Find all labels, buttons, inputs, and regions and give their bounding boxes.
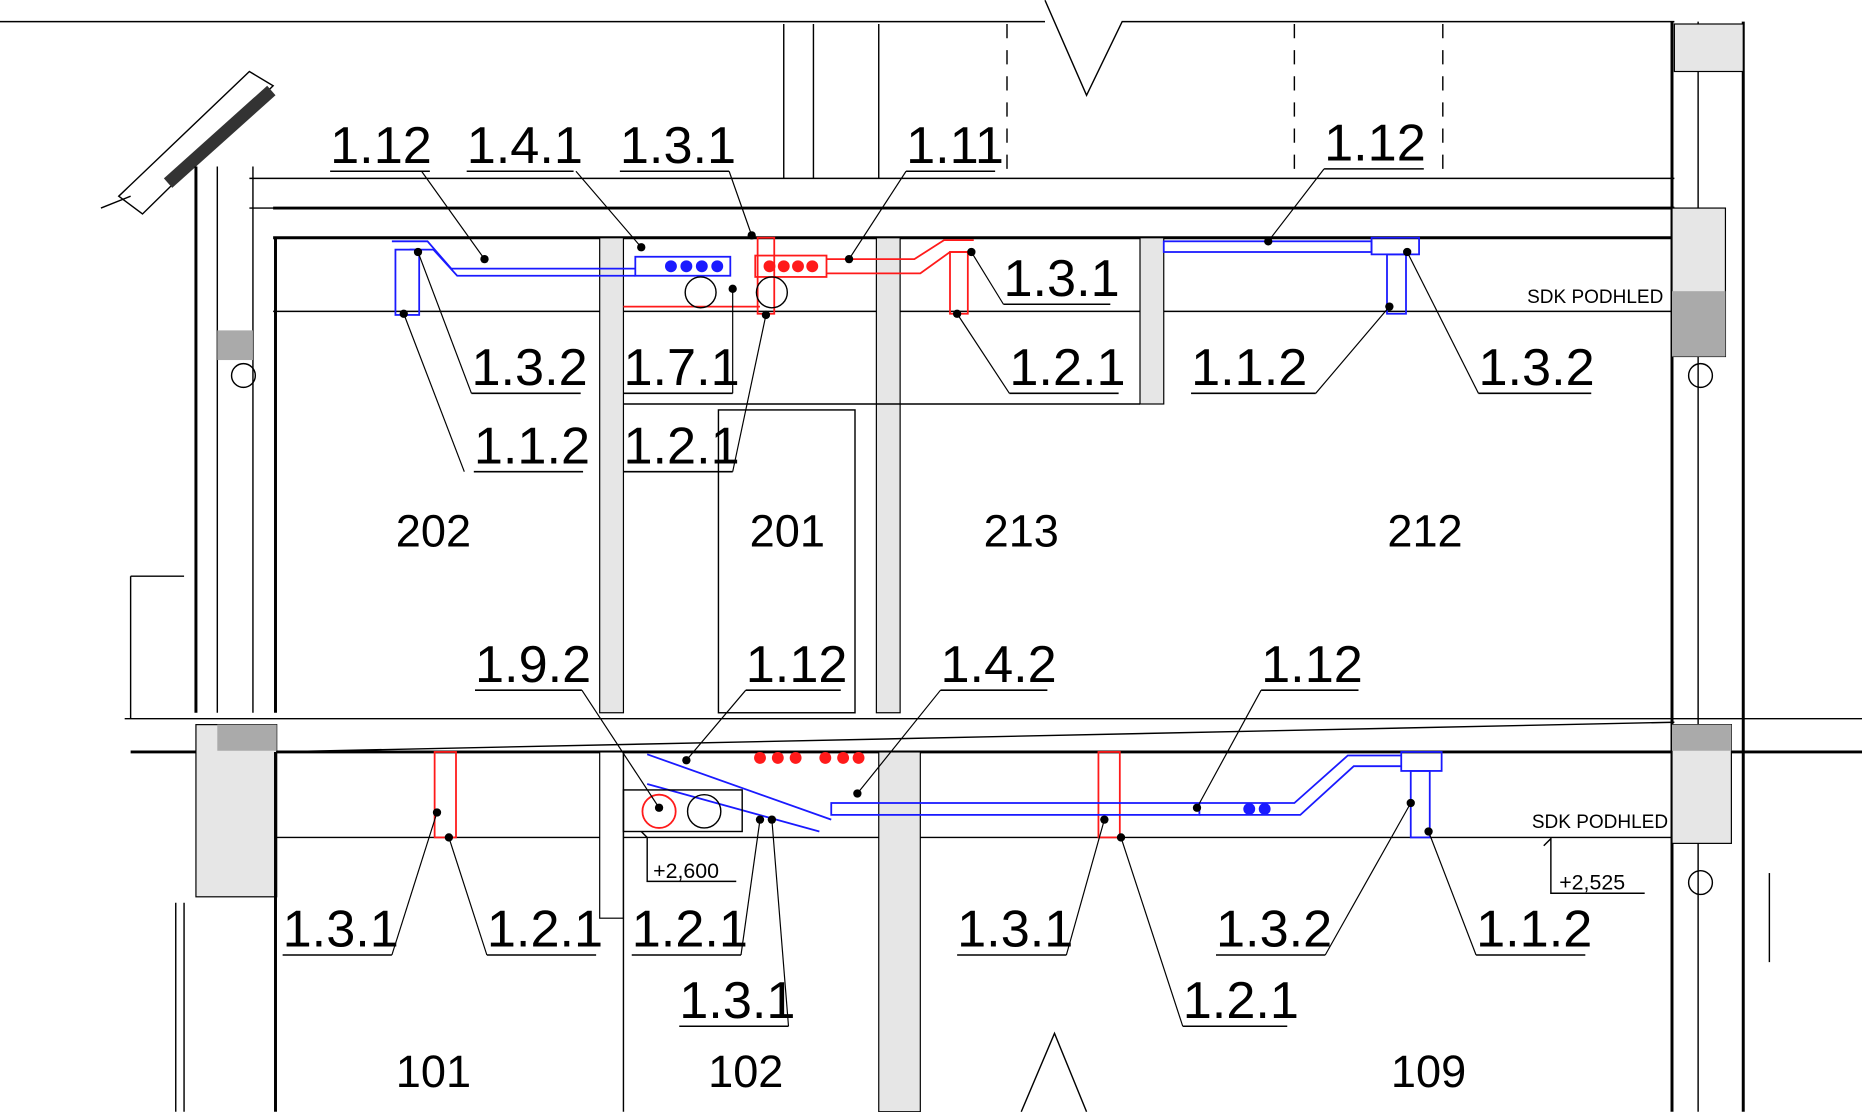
- item-label: 1.2.1: [623, 417, 739, 475]
- item-label: 1.7.1: [623, 339, 739, 397]
- leader-dot: [967, 248, 975, 256]
- item-label: 1.1.2: [1191, 339, 1307, 397]
- level-label: +2,600: [653, 859, 719, 883]
- leader-line: [1268, 169, 1324, 241]
- leader-dot: [1264, 237, 1272, 245]
- item-label: 1.4.2: [941, 636, 1057, 694]
- leader-dot: [1193, 804, 1201, 812]
- item-label: 1.2.1: [1009, 339, 1125, 397]
- leader-line: [404, 314, 465, 472]
- page: {"labels":["1.12","1.4.1","1.3.1","1.11"…: [0, 0, 1862, 1112]
- leader-dot: [1100, 815, 1108, 823]
- room-number: 212: [1387, 506, 1462, 557]
- item-label: 1.3.1: [679, 972, 795, 1030]
- room-number: 101: [396, 1046, 471, 1097]
- leader-line: [1121, 837, 1183, 1026]
- item-label: 1.12: [1324, 115, 1426, 173]
- ceiling-note: SDK PODHLED: [1527, 287, 1663, 308]
- leader-dot: [1385, 302, 1393, 310]
- leader-dot: [400, 310, 408, 318]
- item-label: 1.2.1: [632, 901, 748, 959]
- section-drawing: 1.12 1.4.1 1.3.1 1.11 1.12 1.3.1 1.3.2 1.7.1 1.2…: [0, 0, 1862, 1112]
- leader-dot: [1117, 833, 1125, 841]
- leader-dot: [768, 815, 776, 823]
- leader-line: [1325, 803, 1411, 955]
- leader-dot: [748, 231, 756, 239]
- leader-line: [1066, 820, 1104, 955]
- item-label: 1.12: [746, 636, 848, 694]
- item-label: 1.3.1: [620, 117, 736, 175]
- leader-dot: [953, 310, 961, 318]
- leader-dot: [853, 789, 861, 797]
- item-label: 1.3.2: [1478, 339, 1594, 397]
- item-label: 1.12: [1261, 636, 1363, 694]
- leader-dot: [1403, 248, 1411, 256]
- leader-dot: [433, 808, 441, 816]
- ducts: [392, 238, 1442, 838]
- item-label: 1.12: [330, 117, 432, 175]
- leader-line: [1407, 252, 1478, 393]
- room-number: 102: [708, 1046, 783, 1097]
- leader-line: [1316, 307, 1390, 394]
- leader-line: [741, 820, 760, 955]
- level-marks: [641, 832, 1644, 894]
- room-number: 109: [1391, 1046, 1466, 1097]
- room-number: 213: [984, 506, 1059, 557]
- leader-dot: [655, 804, 663, 812]
- item-label: 1.3.2: [471, 339, 587, 397]
- item-label: 1.3.1: [283, 901, 399, 959]
- item-label: 1.1.2: [474, 417, 590, 475]
- leader-dot: [756, 815, 764, 823]
- level-label: +2,525: [1559, 871, 1625, 895]
- item-label: 1.3.2: [1216, 901, 1332, 959]
- leader-dot: [682, 756, 690, 764]
- leader-dot: [637, 243, 645, 251]
- leader-line: [729, 171, 752, 235]
- leader-line: [1429, 832, 1477, 956]
- leader-line: [686, 690, 745, 760]
- leader-dot: [480, 255, 488, 263]
- ceiling-note: SDK PODHLED: [1532, 812, 1668, 833]
- leader-dot: [845, 255, 853, 263]
- leader-dot: [729, 285, 737, 293]
- leader-dot: [1407, 799, 1415, 807]
- leader-line: [449, 837, 487, 955]
- leader-dot: [414, 248, 422, 256]
- leader-line: [971, 252, 1003, 304]
- leader-dot: [445, 833, 453, 841]
- item-label: 1.3.1: [957, 901, 1073, 959]
- item-label: 1.1.2: [1476, 901, 1592, 959]
- item-label: 1.3.1: [1003, 250, 1119, 308]
- leader-dot: [1424, 827, 1432, 835]
- item-label: 1.2.1: [487, 901, 603, 959]
- leader-line: [957, 314, 1009, 394]
- leader-line: [392, 813, 437, 956]
- item-label: 1.9.2: [475, 636, 591, 694]
- room-number: 201: [750, 506, 825, 557]
- leader-line: [1197, 690, 1261, 808]
- room-number: 202: [396, 506, 471, 557]
- item-label: 1.4.1: [467, 117, 583, 175]
- item-label: 1.11: [906, 117, 1004, 175]
- item-label: 1.2.1: [1183, 972, 1299, 1030]
- leader-dot: [762, 311, 770, 319]
